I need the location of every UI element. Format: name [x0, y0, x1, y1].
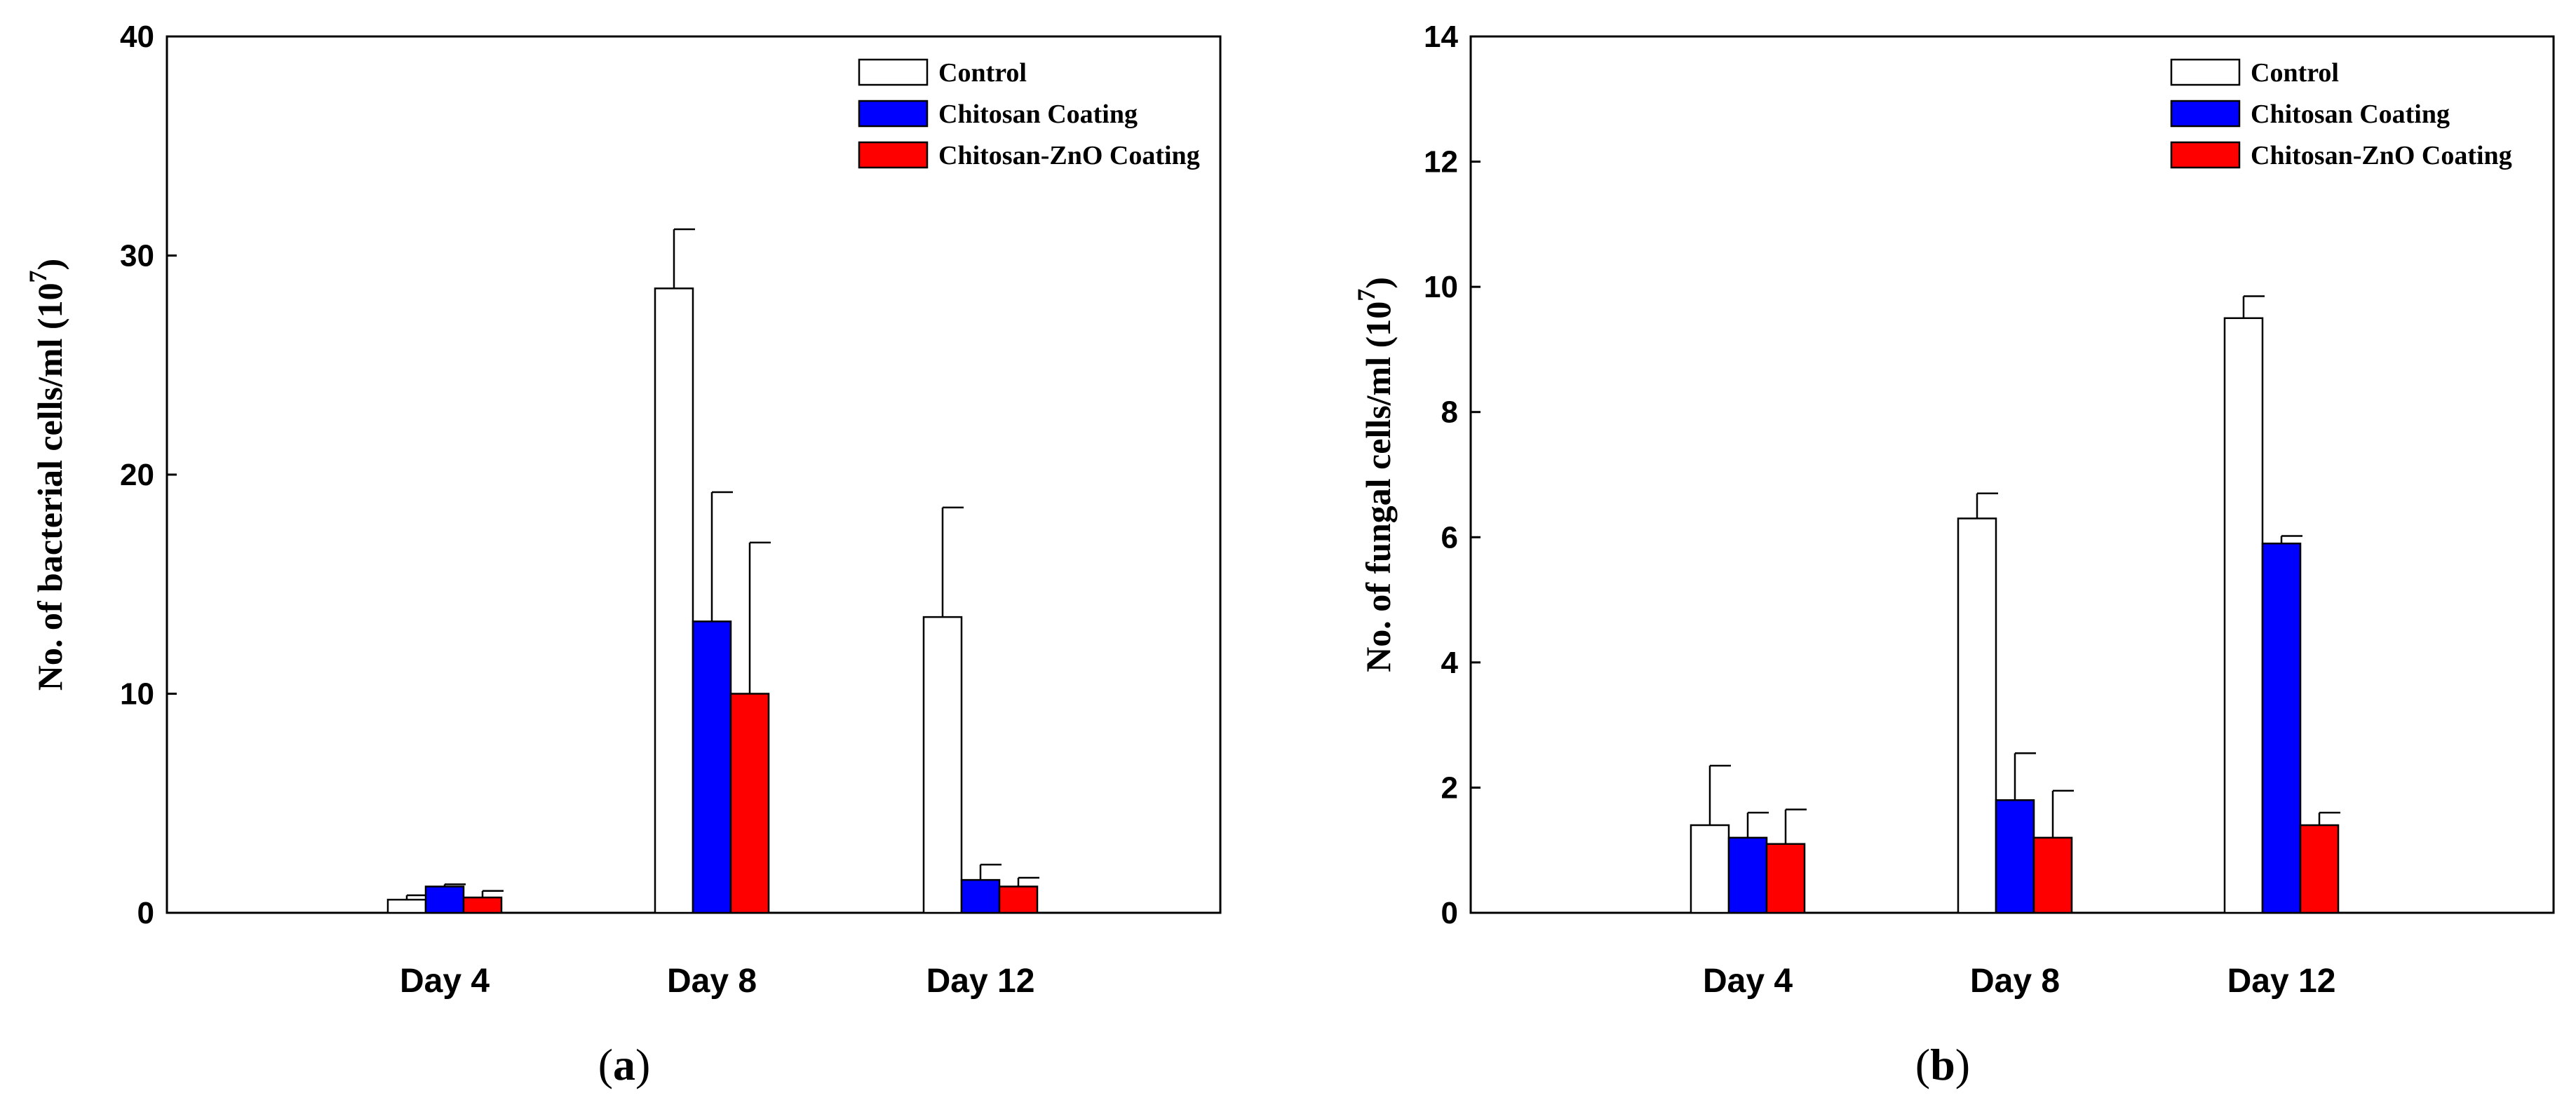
- bar: [960, 878, 1001, 914]
- x-category-label: Day 4: [1703, 963, 1793, 1000]
- x-category-label: Day 8: [667, 963, 757, 1000]
- y-tick-label: 2: [1441, 770, 1458, 805]
- panel-label-close-paren: ): [635, 1040, 650, 1089]
- bar: [2299, 824, 2340, 914]
- panel-label-open-paren: (: [1915, 1040, 1930, 1089]
- x-category-label: Day 12: [926, 963, 1035, 1000]
- legend-swatch: [2170, 141, 2241, 169]
- panel-label-close-paren: ): [1955, 1040, 1970, 1089]
- bar: [386, 899, 427, 914]
- y-tick-label: 6: [1441, 520, 1458, 555]
- y-tick-label: 40: [120, 20, 154, 54]
- legend-label: Control: [938, 58, 1027, 88]
- bar: [2223, 317, 2264, 914]
- panel-b-fungal-chart: 0 2 4 6 8 10 12 14 Day 4 Day 8 Day 12 Control Chitos…: [1352, 20, 2555, 1089]
- legend-swatch: [2170, 58, 2241, 86]
- panel-label: (b): [1915, 1040, 1970, 1089]
- y-axis-title-exponent: 7: [24, 270, 52, 283]
- y-tick-label: 20: [120, 458, 154, 492]
- panel-a-bacterial-chart: 0 10 20 30 40 Day 4 Day 8 Day 12 Control Chitosan…: [24, 20, 1222, 1089]
- panel-label: (a): [598, 1040, 651, 1089]
- panel-label-open-paren: (: [598, 1040, 613, 1089]
- legend-label: Control: [2251, 58, 2339, 88]
- bar: [1765, 843, 1806, 914]
- y-tick-label: 12: [1424, 145, 1458, 179]
- panel-label-letter: b: [1930, 1040, 1955, 1089]
- bar: [998, 885, 1039, 914]
- bar: [654, 287, 694, 914]
- bar: [922, 616, 963, 914]
- y-axis-title-close: ): [1358, 277, 1398, 289]
- y-tick-label: 8: [1441, 395, 1458, 430]
- legend-swatch: [858, 58, 929, 86]
- y-tick-label: 14: [1424, 20, 1458, 54]
- bar: [462, 896, 503, 914]
- x-category-label: Day 8: [1970, 963, 2060, 1000]
- y-axis-title-close: ): [30, 259, 69, 271]
- y-axis-title-main: No. of bacterial cells/ml (10: [30, 283, 69, 691]
- bar: [1727, 836, 1768, 914]
- bar: [2261, 542, 2302, 914]
- y-tick-label: 0: [1441, 896, 1458, 930]
- x-category-label: Day 4: [400, 963, 490, 1000]
- panel-label-letter: a: [613, 1040, 635, 1089]
- bar: [424, 885, 465, 914]
- bar: [729, 693, 770, 914]
- bar: [1690, 824, 1730, 914]
- legend-label: Chitosan-ZnO Coating: [938, 141, 1200, 170]
- y-axis-title-exponent: 7: [1352, 289, 1380, 301]
- legend-label: Chitosan Coating: [2251, 100, 2450, 129]
- y-tick-label: 10: [1424, 270, 1458, 304]
- y-axis-title: No. of fungal cells/ml (107): [1352, 277, 1398, 672]
- legend-label: Chitosan Coating: [938, 100, 1138, 129]
- legend-swatch: [2170, 100, 2241, 128]
- legend-swatch: [858, 100, 929, 128]
- y-tick-label: 10: [120, 677, 154, 712]
- y-axis-title-main: No. of fungal cells/ml (10: [1358, 301, 1398, 672]
- legend-swatch: [858, 141, 929, 169]
- legend-label: Chitosan-ZnO Coating: [2251, 141, 2512, 170]
- y-tick-label: 30: [120, 239, 154, 273]
- y-tick-label: 4: [1441, 646, 1459, 680]
- y-axis-title: No. of bacterial cells/ml (107): [24, 259, 69, 691]
- bar: [692, 620, 732, 914]
- bar: [2032, 836, 2073, 914]
- bar: [1995, 799, 2035, 914]
- y-tick-label: 0: [137, 896, 154, 930]
- bar: [1957, 517, 1997, 914]
- x-category-label: Day 12: [2227, 963, 2336, 1000]
